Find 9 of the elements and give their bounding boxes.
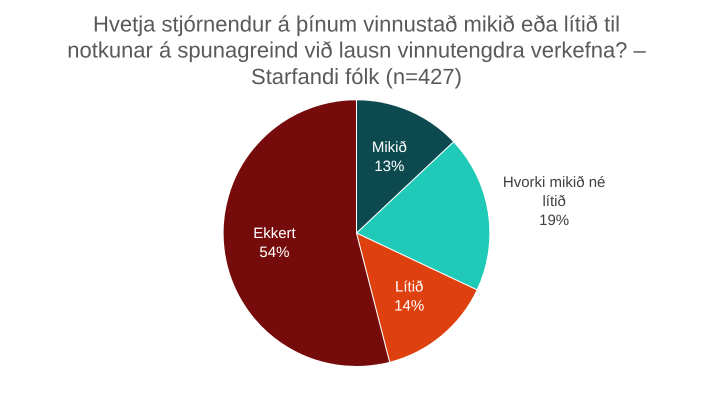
slice-label: Lítið [395, 278, 424, 296]
slice-label: Hvorki mikið né lítið [502, 174, 606, 210]
data-label: 19% [539, 212, 570, 229]
slice-label: Mikið [372, 138, 407, 156]
data-label: 54% [259, 244, 290, 262]
data-label: 13% [374, 158, 404, 175]
data-label: 14% [394, 297, 424, 314]
slice-label: Ekkert [253, 225, 297, 242]
chart-title: Hvetja stjórnendur á þínum vinnustað mikið eða lítið til notkunar á spunagreind við lausn vinnutengdra verkefna? – Starfandi fólk (n=427) [67, 11, 647, 90]
